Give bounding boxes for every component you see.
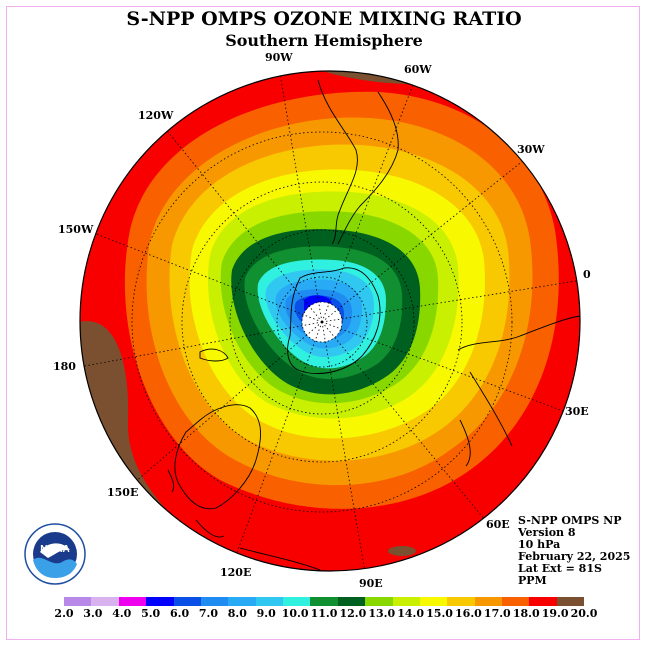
legend-swatch [173,597,201,606]
legend-tick-label: 8.0 [227,607,247,620]
legend-tick-label: 4.0 [112,607,132,620]
lon-label-180: 180 [53,360,76,373]
legend-tick-label: 9.0 [256,607,276,620]
band-20-patch [388,546,416,556]
map-subtitle: Southern Hemisphere [225,31,423,50]
info-version: Version 8 [518,526,576,539]
lon-label-150w: 150W [58,223,94,236]
legend-tick-label: 5.0 [141,607,161,620]
legend-tick-label: 12.0 [339,607,367,620]
legend-swatch [64,597,92,606]
lon-label-30e: 30E [565,405,589,418]
lon-label-60e: 60E [486,518,510,531]
legend-swatch [255,597,283,606]
legend-tick-label: 18.0 [512,607,540,620]
legend-swatch [419,597,448,606]
legend-swatch [474,597,502,606]
lon-label-150e: 150E [107,486,139,499]
legend-swatch [310,597,338,606]
lon-label-0: 0 [583,268,591,281]
legend-tick-label: 11.0 [310,607,338,620]
legend-tick-label: 7.0 [198,607,218,620]
map-outline [79,70,581,572]
latitude-lines [131,131,513,513]
legend-tick-label: 2.0 [54,607,74,620]
indonesia-coast [239,547,321,571]
madagascar [459,419,471,467]
legend-tick-label: 19.0 [541,607,569,620]
legend-swatch [556,597,585,606]
legend-swatch [365,597,393,606]
legend-swatch [392,597,420,606]
info-pressure: 10 hPa [518,538,561,551]
noaa-logo: NOAA [24,523,86,585]
australia-coast [174,404,261,510]
info-instrument: S-NPP OMPS NP [518,514,622,527]
info-lat-ext: Lat Ext = 81S [518,562,602,575]
legend-swatch [337,597,366,606]
new-zealand [199,348,229,362]
map-title: S-NPP OMPS OZONE MIXING RATIO [126,8,522,30]
legend-tick-label: 16.0 [455,607,482,620]
legend-swatch [200,597,229,606]
info-units: PPM [518,574,547,587]
south-america-coast [317,79,399,245]
info-block: S-NPP OMPS NP Version 8 10 hPa February … [518,515,630,587]
legend-ticks: 2.0 3.0 4.0 5.0 6.0 7.0 8.0 9.0 10.0 11.0 12.0 13.0… [50,607,598,621]
meridian-lines [80,71,580,571]
legend-tick-label: 17.0 [483,607,511,620]
color-legend [64,597,585,606]
legend-swatch [146,597,174,606]
coastlines [167,79,581,571]
legend-tick-label: 15.0 [426,607,453,620]
info-date: February 22, 2025 [518,550,631,563]
lon-label-30w: 30W [517,143,545,156]
legend-swatch [447,597,475,606]
legend-tick-label: 10.0 [281,607,309,620]
islands [167,469,225,538]
antarctica-coast [287,267,381,374]
noaa-logo-text: NOAA [40,544,69,555]
lon-label-120e: 120E [220,566,252,579]
legend-tick-label: 20.0 [570,607,598,620]
lon-label-120w: 120W [138,109,174,122]
lon-label-90e: 90E [359,577,383,590]
legend-swatch [91,597,119,606]
lon-label-60w: 60W [404,63,432,76]
lon-label-90w: 90W [265,51,293,64]
legend-tick-label: 14.0 [397,607,425,620]
legend-swatch [118,597,147,606]
legend-tick-label: 3.0 [83,607,103,620]
legend-swatch [283,597,311,606]
legend-tick-label: 6.0 [169,607,190,620]
legend-swatch [502,597,530,606]
africa-coast [457,315,581,447]
legend-swatch [228,597,256,606]
figure-frame [6,6,640,640]
legend-swatch [529,597,557,606]
legend-tick-label: 13.0 [368,607,396,620]
